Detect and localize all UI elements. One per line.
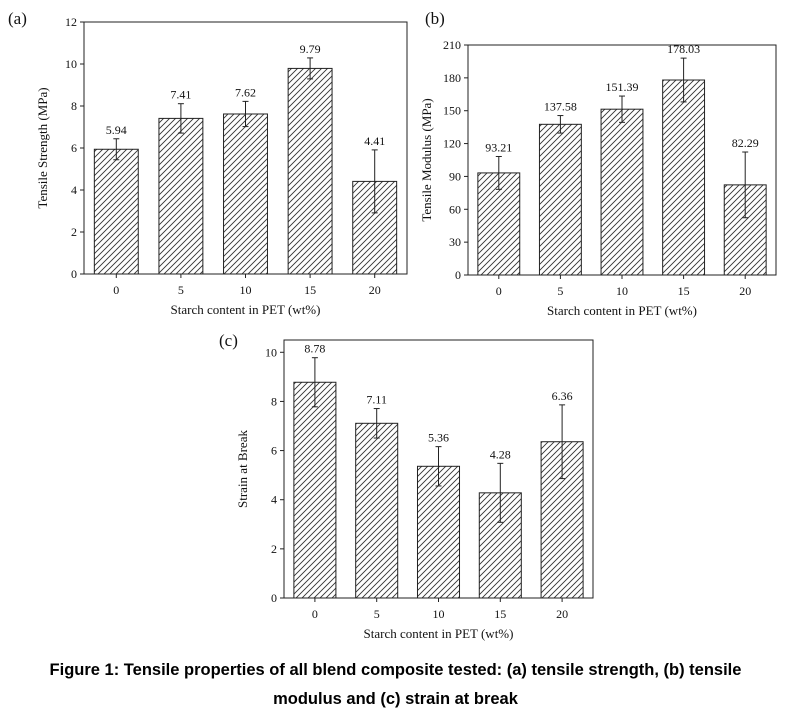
y-tick-label: 60 [449,202,461,216]
plot-frame [283,339,594,599]
value-label: 5.36 [428,431,449,445]
x-tick-label: 15 [494,607,506,621]
plot-frame [467,44,777,276]
x-tick-label: 5 [557,284,563,298]
value-label: 7.41 [170,88,191,102]
y-tick-label: 180 [443,71,461,85]
value-label: 6.36 [552,389,573,403]
x-tick-label: 10 [240,283,252,297]
panel-a-tensile-strength: (a) 5.94 0 7.41 5 7.62 10 9.79 15 4.41 20 0 2 4 6 8 10 12… [8,9,408,317]
panel-label: (c) [219,331,238,350]
y-tick-label: 0 [271,591,277,605]
panel-label: (a) [8,9,27,28]
bar [287,67,333,275]
bar [293,381,337,599]
y-tick-label: 8 [271,394,277,408]
panel-c-strain-at-break: (c) 8.78 0 7.11 5 5.36 10 4.28 15 6.36 20 0 2 4 6 8 10 St… [219,331,594,641]
y-tick-label: 10 [65,57,77,71]
x-tick-label: 20 [369,283,381,297]
x-tick-label: 0 [312,607,318,621]
panel-b-tensile-modulus: (b) 93.21 0 137.58 5 151.39 10 178.03 15 82.29 20 0… [419,9,777,318]
y-axis-label: Tensile Strength (MPa) [35,87,50,208]
y-tick-label: 210 [443,38,461,52]
x-tick-label: 5 [374,607,380,621]
y-tick-label: 6 [271,444,277,458]
caption-line-2: modulus and (c) strain at break [273,690,518,708]
y-axis-label: Strain at Break [235,430,250,508]
value-label: 178.03 [667,42,700,56]
caption-line-1: Figure 1: Tensile properties of all blen… [49,661,742,679]
x-tick-label: 20 [556,607,568,621]
figure-caption: Figure 1: Tensile properties of all blen… [0,656,791,714]
y-tick-label: 2 [71,225,77,239]
y-tick-label: 90 [449,169,461,183]
x-axis-label: Starch content in PET (wt%) [171,302,321,317]
y-tick-label: 4 [271,493,277,507]
value-label: 8.78 [304,342,325,356]
x-tick-label: 15 [678,284,690,298]
bar [416,465,461,599]
bar [600,108,644,276]
bar [662,79,706,276]
x-axis-label: Starch content in PET (wt%) [364,626,514,641]
bar [158,117,204,275]
value-label: 7.11 [366,393,387,407]
y-tick-label: 6 [71,141,77,155]
x-tick-label: 0 [496,284,502,298]
x-tick-label: 10 [616,284,628,298]
y-tick-label: 10 [265,345,277,359]
bar [538,123,582,276]
y-tick-label: 0 [71,267,77,281]
y-tick-label: 150 [443,104,461,118]
bar [93,148,139,275]
y-tick-label: 4 [71,183,77,197]
y-tick-label: 120 [443,137,461,151]
x-tick-label: 10 [433,607,445,621]
x-tick-label: 0 [113,283,119,297]
value-label: 4.28 [490,447,511,461]
y-tick-label: 0 [455,268,461,282]
value-label: 5.94 [106,123,127,137]
value-label: 151.39 [606,80,639,94]
bar [355,422,399,599]
x-tick-label: 5 [178,283,184,297]
y-axis-label: Tensile Modulus (MPa) [419,98,434,221]
value-label: 82.29 [732,136,759,150]
value-label: 4.41 [364,134,385,148]
y-tick-label: 8 [71,99,77,113]
x-tick-label: 15 [304,283,316,297]
x-tick-label: 20 [739,284,751,298]
value-label: 7.62 [235,85,256,99]
x-axis-label: Starch content in PET (wt%) [547,303,697,318]
value-label: 93.21 [485,140,512,154]
y-tick-label: 30 [449,235,461,249]
bar [223,113,268,275]
value-label: 137.58 [544,100,577,114]
y-tick-label: 12 [65,15,77,29]
panel-label: (b) [425,9,445,28]
y-tick-label: 2 [271,542,277,556]
value-label: 9.79 [300,42,321,56]
